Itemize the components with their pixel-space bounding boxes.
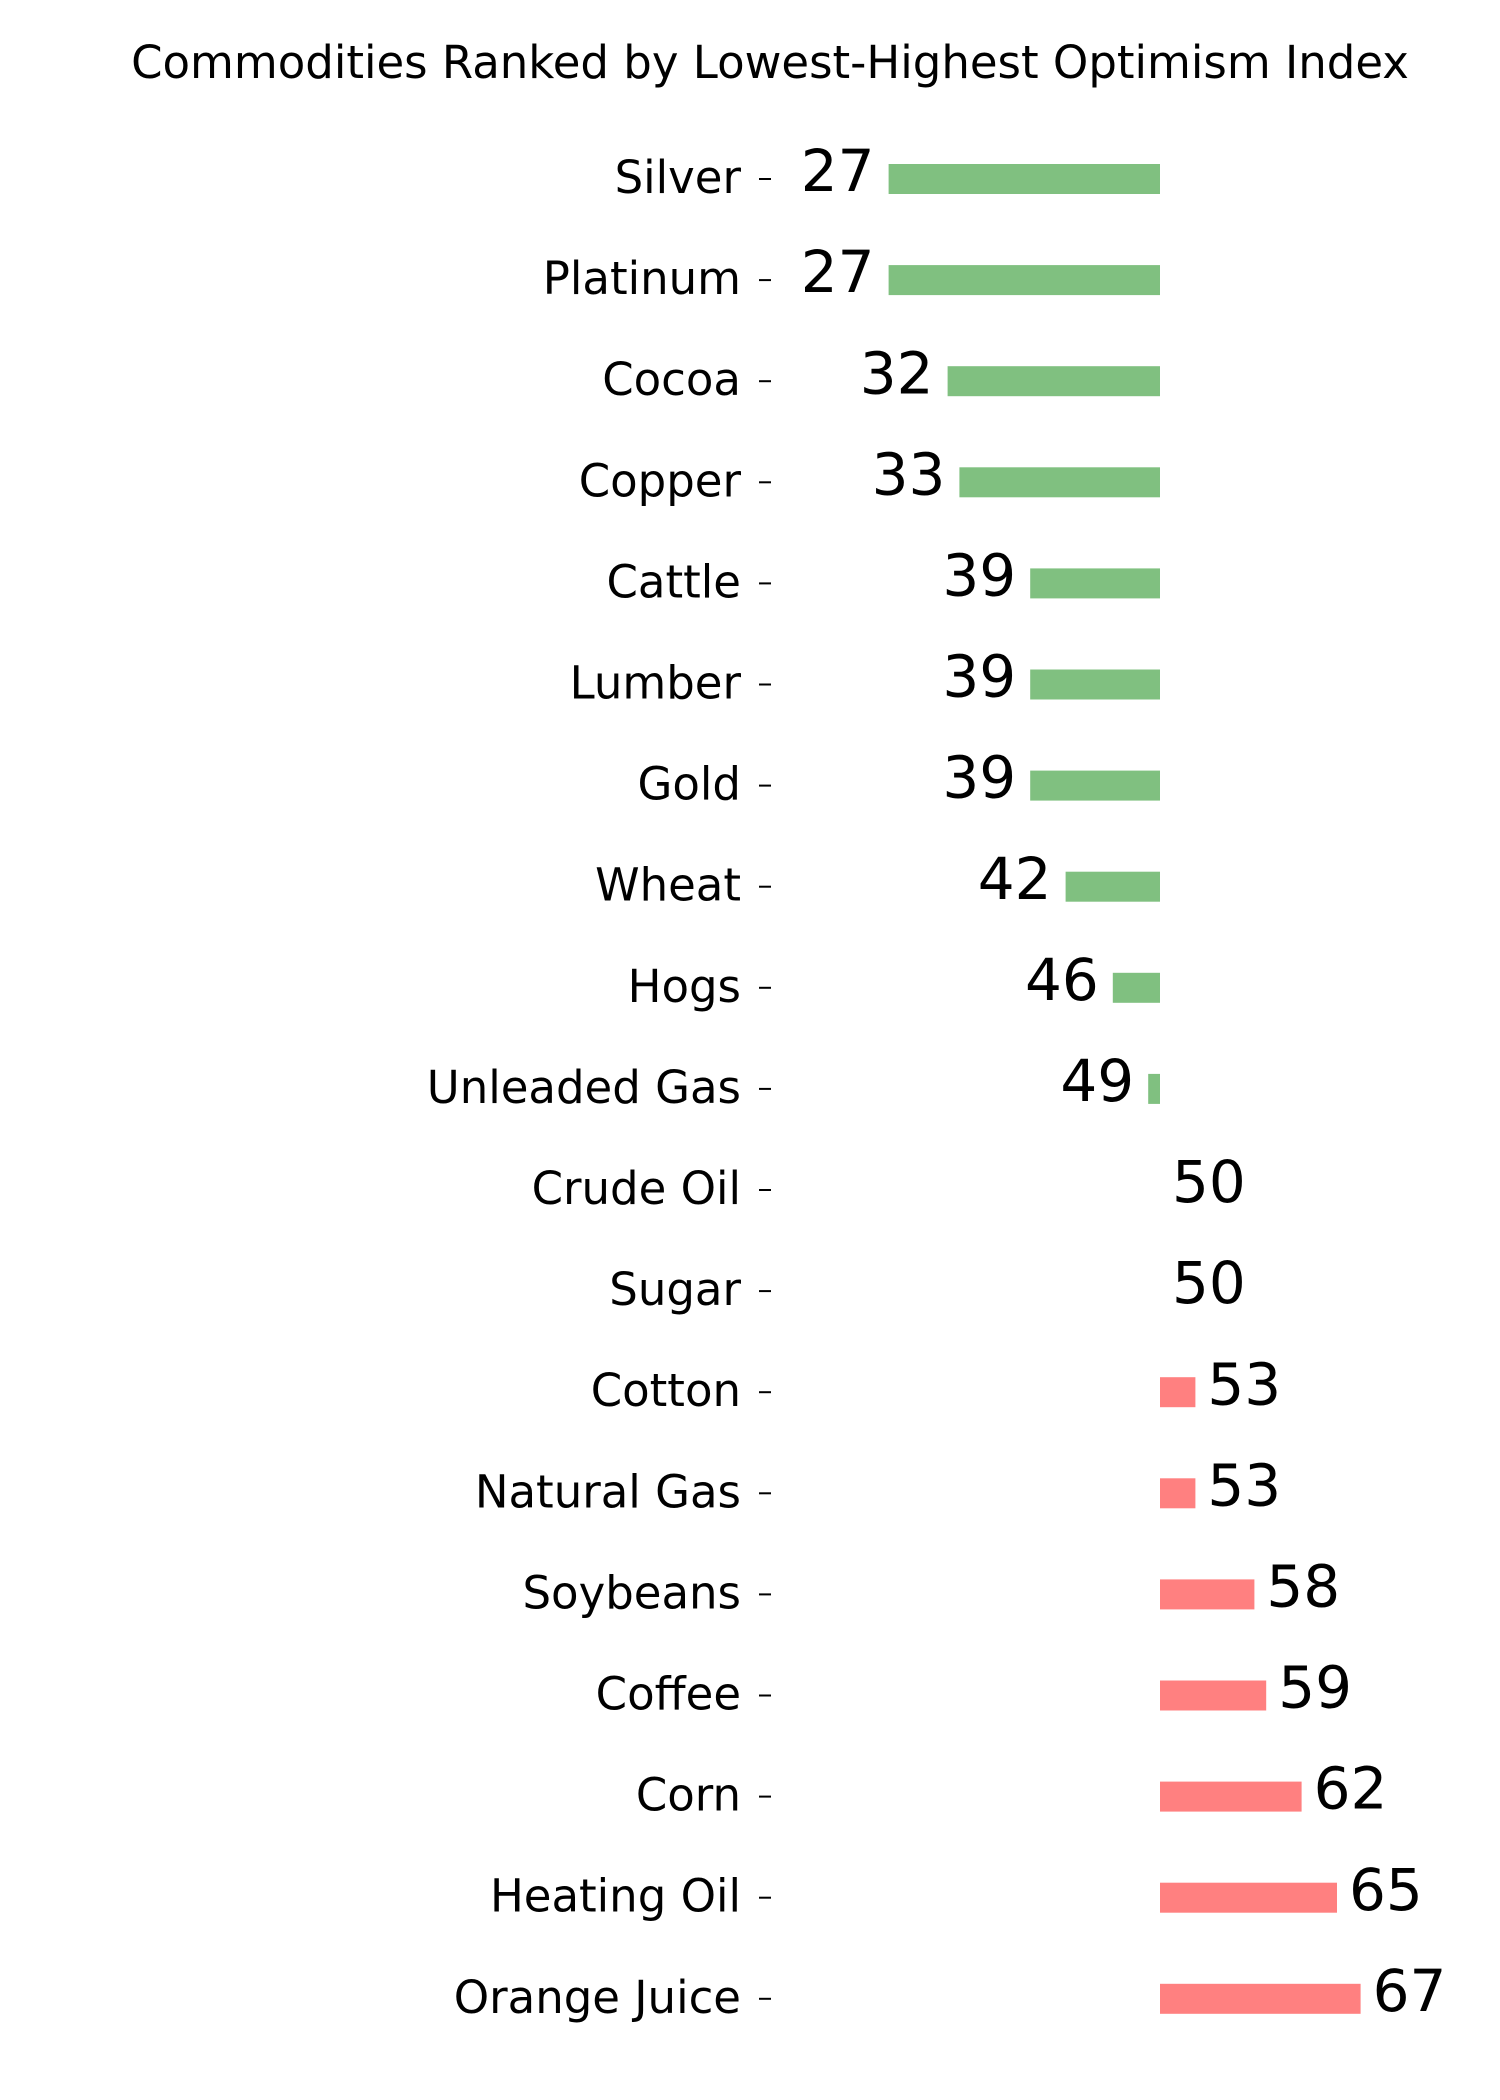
value-label: 27 — [801, 238, 875, 306]
y-tick-label: Cotton — [591, 1364, 741, 1417]
bar — [1160, 1781, 1302, 1812]
y-tick-label: Wheat — [595, 859, 741, 912]
y-tick-label: Sugar — [609, 1263, 741, 1316]
y-tick-label: Hogs — [628, 960, 741, 1013]
value-label: 39 — [942, 542, 1016, 610]
bar — [959, 467, 1160, 498]
value-label: 46 — [1025, 946, 1099, 1014]
value-label: 39 — [942, 744, 1016, 812]
value-label: 53 — [1207, 1451, 1281, 1519]
y-tick-label: Coffee — [596, 1668, 741, 1721]
bar — [888, 265, 1160, 296]
y-tick-label: Heating Oil — [490, 1870, 741, 1923]
value-label: 50 — [1172, 1249, 1246, 1317]
bar — [1030, 770, 1160, 801]
bar — [1160, 1579, 1255, 1610]
y-tick-label: Lumber — [570, 657, 742, 710]
y-tick-label: Crude Oil — [532, 1162, 741, 1215]
bar — [1148, 1073, 1160, 1104]
value-label: 49 — [1060, 1047, 1134, 1115]
y-tick-label: Silver — [615, 151, 742, 204]
bar — [1160, 1478, 1196, 1509]
value-label: 58 — [1266, 1553, 1340, 1621]
value-label: 32 — [860, 339, 934, 407]
y-tick-label: Soybeans — [522, 1566, 741, 1619]
value-label: 27 — [801, 137, 875, 205]
y-tick-label: Copper — [579, 454, 742, 507]
bar — [1160, 1983, 1361, 2014]
y-tick-label: Unleaded Gas — [427, 1061, 741, 1114]
value-label: 59 — [1278, 1654, 1352, 1722]
bar — [888, 164, 1160, 194]
y-tick-label: Cocoa — [602, 353, 741, 406]
bar — [1065, 871, 1160, 902]
y-tick-label: Orange Juice — [454, 1971, 741, 2024]
value-label: 65 — [1349, 1856, 1423, 1924]
bar — [1160, 1377, 1196, 1408]
value-label: 62 — [1314, 1755, 1388, 1823]
y-tick-label: Gold — [638, 758, 741, 811]
bar — [1030, 568, 1160, 599]
value-label: 50 — [1172, 1148, 1246, 1216]
y-tick-label: Platinum — [543, 252, 741, 305]
chart-title: Commodities Ranked by Lowest-Highest Opt… — [131, 36, 1409, 89]
value-label: 39 — [942, 643, 1016, 711]
bar — [1112, 972, 1160, 1003]
bar — [1160, 1882, 1337, 1913]
value-label: 67 — [1373, 1957, 1447, 2025]
value-label: 53 — [1207, 1350, 1281, 1418]
bar — [1160, 1680, 1267, 1711]
bar — [1030, 669, 1160, 700]
y-tick-label: Natural Gas — [475, 1465, 741, 1518]
value-label: 42 — [978, 845, 1052, 913]
y-tick-label: Cattle — [607, 555, 741, 608]
bar — [947, 366, 1160, 397]
y-tick-label: Corn — [636, 1769, 741, 1822]
value-label: 33 — [872, 440, 946, 508]
